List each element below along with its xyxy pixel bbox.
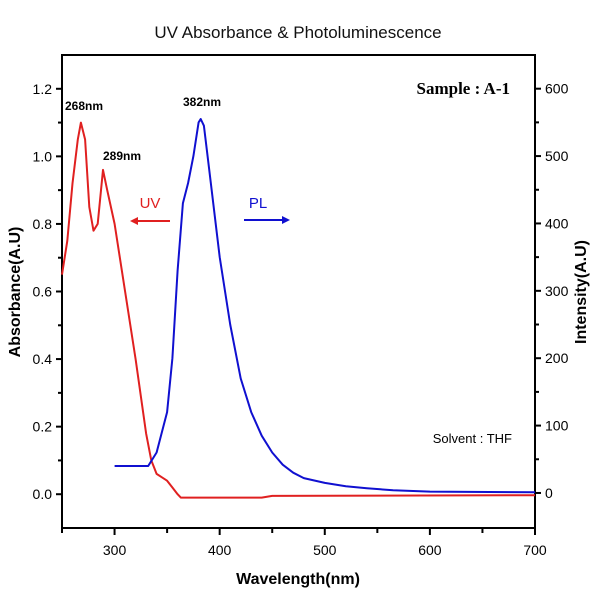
plot-frame (62, 55, 535, 528)
y-tick-label: 0.0 (33, 486, 53, 502)
y-tick-label: 0.2 (33, 419, 53, 435)
chart-title: UV Absorbance & Photoluminescence (154, 23, 441, 42)
y2-tick-label: 500 (545, 148, 569, 164)
y-tick-label: 0.4 (33, 351, 53, 367)
x-axis-label: Wavelength(nm) (236, 571, 360, 588)
y2-tick-label: 400 (545, 215, 569, 231)
y-tick-label: 1.2 (33, 81, 53, 97)
y2-tick-label: 600 (545, 81, 569, 97)
chart: UV Absorbance & Photoluminescence 300 400… (0, 0, 601, 601)
y-tick-label: 0.8 (33, 216, 53, 232)
y2-tick-label: 0 (545, 485, 553, 501)
y2-tick-label: 100 (545, 418, 569, 434)
x-tick-label: 400 (208, 542, 232, 558)
pl-label: PL (249, 195, 267, 212)
uv-label: UV (140, 195, 161, 212)
x-tick-label: 700 (523, 542, 547, 558)
peak-label-289: 289nm (103, 149, 141, 163)
peak-label-382: 382nm (183, 95, 221, 109)
y-tick-label: 1.0 (33, 148, 53, 164)
y2-tick-label: 300 (545, 283, 569, 299)
pl-arrow (244, 216, 290, 224)
y-axis-label: Absorbance(A.U) (7, 227, 24, 358)
x-tick-label: 300 (103, 542, 127, 558)
y-tick-label: 0.6 (33, 284, 53, 300)
peak-label-268: 268nm (65, 99, 103, 113)
y2-tick-label: 200 (545, 350, 569, 366)
sample-label: Sample : A-1 (417, 79, 511, 98)
uv-arrow (130, 217, 170, 225)
x-tick-label: 600 (418, 542, 442, 558)
x-tick-label: 500 (313, 542, 337, 558)
solvent-label: Solvent : THF (433, 431, 512, 446)
y2-axis-label: Intensity(A.U) (573, 240, 590, 344)
